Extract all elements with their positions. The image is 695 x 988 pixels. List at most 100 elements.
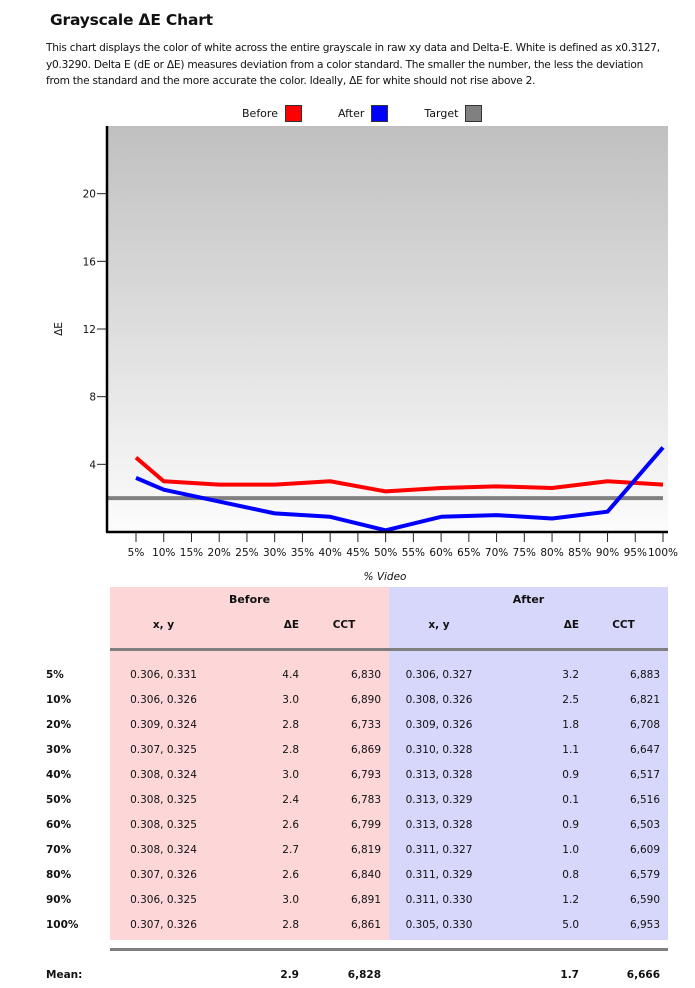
table-row: 60% 0.308, 0.325 2.6 6,799 0.313, 0.328 0.9 6,… — [46, 812, 668, 837]
before-de-cell: 2.8 — [282, 718, 299, 731]
before-xy-cell: 0.308, 0.324 — [130, 768, 197, 781]
x-axis-label: % Video — [364, 571, 407, 583]
after-cct-cell: 6,503 — [629, 818, 660, 831]
x-tick-label: 20% — [208, 547, 231, 559]
table-row: 20% 0.309, 0.324 2.8 6,733 0.309, 0.326 1.8 6,… — [46, 712, 668, 737]
before-cct-cell: 6,830 — [350, 668, 381, 681]
x-tick-label: 35% — [291, 547, 314, 559]
before-xy-cell: 0.306, 0.326 — [130, 693, 197, 706]
after-cct-cell: 6,821 — [629, 693, 660, 706]
before-xy-cell: 0.308, 0.325 — [130, 793, 197, 806]
before-de-cell: 2.8 — [282, 918, 299, 931]
after-de-cell: 1.8 — [562, 718, 579, 731]
legend-item-after: After — [337, 104, 389, 122]
before-panel-background — [110, 587, 389, 940]
before-xy-cell: 0.309, 0.324 — [130, 718, 197, 731]
table-row: 80% 0.307, 0.326 2.6 6,840 0.311, 0.329 0.8 6,… — [46, 862, 668, 887]
table-row: 90% 0.306, 0.325 3.0 6,891 0.311, 0.330 1.2 6,… — [46, 887, 668, 912]
legend-item-target: Target — [424, 104, 483, 122]
after-xy-cell: 0.313, 0.328 — [405, 818, 473, 831]
legend-swatch-target — [465, 104, 483, 122]
after-de-cell: 0.1 — [562, 793, 579, 806]
grayscale-delta-e-chart: 4 8 12 16 20 5% 10% 15% 20% 25% 30% 35% 40% 45% 50% 55… — [53, 126, 678, 583]
mean-before-xy — [110, 962, 217, 988]
row-label-cell: 30% — [46, 743, 72, 756]
before-cct-header: CCT — [332, 618, 356, 631]
before-cct-cell: 6,733 — [350, 718, 381, 731]
x-tick-label: 5% — [128, 547, 145, 559]
y-tick-label: 8 — [89, 392, 96, 404]
after-cct-cell: 6,647 — [629, 743, 660, 756]
x-tick-label: 75% — [513, 547, 536, 559]
x-tick-label: 65% — [457, 547, 480, 559]
mean-after-cct: 6,666 — [626, 969, 660, 981]
x-tick-label: 45% — [346, 547, 369, 559]
row-label-cell: 10% — [46, 693, 72, 706]
plot-area — [107, 126, 668, 532]
header-divider — [110, 648, 668, 651]
row-label-cell: 60% — [46, 818, 72, 831]
series-line-before — [134, 456, 664, 494]
x-tick-label: 60% — [429, 547, 452, 559]
row-label-cell: 40% — [46, 768, 72, 781]
mean-after-de: 1.7 — [560, 969, 579, 981]
after-xy-header: x, y — [428, 618, 450, 631]
x-tick-label: 30% — [263, 547, 286, 559]
after-group-header: After — [512, 593, 545, 606]
row-label-cell: 100% — [46, 918, 79, 931]
after-de-cell: 3.2 — [562, 668, 579, 681]
before-de-cell: 4.4 — [282, 668, 299, 681]
after-cct-header: CCT — [612, 618, 635, 631]
after-de-cell: 1.0 — [562, 843, 579, 856]
after-xy-cell: 0.310, 0.328 — [405, 743, 473, 756]
after-xy-cell: 0.308, 0.326 — [405, 693, 473, 706]
after-xy-cell: 0.313, 0.329 — [405, 793, 473, 806]
table-row: 50% 0.308, 0.325 2.4 6,783 0.313, 0.329 0.1 6,… — [46, 787, 668, 812]
grayscale-data-table: Before After x, y ΔE CCT x, y ΔE CCT 5% 0… — [46, 587, 668, 988]
before-xy-cell: 0.308, 0.325 — [130, 818, 197, 831]
mean-after-xy — [389, 962, 489, 988]
table-row: 70% 0.308, 0.324 2.7 6,819 0.311, 0.327 1.0 6,… — [46, 837, 668, 862]
legend-label-before: Before — [242, 106, 278, 120]
row-label-cell: 80% — [46, 868, 72, 881]
legend-swatch-after — [371, 104, 389, 122]
legend-swatch-before — [284, 104, 302, 122]
x-tick-label: 10% — [152, 547, 175, 559]
x-tick-label: 70% — [485, 547, 508, 559]
after-de-cell: 5.0 — [562, 918, 579, 931]
x-tick-label: 80% — [540, 547, 563, 559]
y-tick-label: 12 — [83, 324, 96, 336]
x-tick-label: 100% — [648, 547, 678, 559]
x-tick-label: 55% — [402, 547, 425, 559]
after-cct-cell: 6,883 — [629, 668, 660, 681]
before-de-header: ΔE — [283, 618, 299, 631]
x-tick-label: 95% — [624, 547, 647, 559]
before-cct-cell: 6,869 — [350, 743, 381, 756]
x-tick-label: 15% — [180, 547, 203, 559]
after-cct-cell: 6,517 — [629, 768, 660, 781]
after-de-cell: 1.2 — [562, 893, 579, 906]
before-xy-cell: 0.307, 0.326 — [130, 868, 197, 881]
legend-label-after: After — [337, 106, 365, 120]
after-cct-cell: 6,516 — [629, 793, 660, 806]
before-cct-cell: 6,819 — [350, 843, 381, 856]
x-tick-label: 40% — [318, 547, 341, 559]
after-xy-cell: 0.309, 0.326 — [405, 718, 473, 731]
row-label-cell: 70% — [46, 843, 72, 856]
before-xy-header: x, y — [152, 618, 175, 631]
before-de-cell: 3.0 — [282, 768, 299, 781]
before-xy-cell: 0.307, 0.326 — [130, 918, 197, 931]
after-cct-cell: 6,953 — [629, 918, 660, 931]
before-cct-cell: 6,840 — [350, 868, 381, 881]
after-xy-cell: 0.311, 0.329 — [405, 868, 473, 881]
x-tick-label: 90% — [596, 547, 619, 559]
before-de-cell: 3.0 — [282, 893, 299, 906]
before-xy-cell: 0.306, 0.331 — [130, 668, 197, 681]
y-axis-label: ΔE — [53, 322, 65, 336]
legend-label-target: Target — [424, 106, 459, 120]
table-row: 5% 0.306, 0.331 4.4 6,830 0.306, 0.327 3.2 6,8… — [46, 662, 668, 687]
row-label-cell: 5% — [46, 668, 64, 681]
mean-row: Mean: 2.9 6,828 1.7 6,666 — [46, 962, 668, 988]
row-label-cell: 50% — [46, 793, 72, 806]
before-xy-cell: 0.308, 0.324 — [130, 843, 197, 856]
